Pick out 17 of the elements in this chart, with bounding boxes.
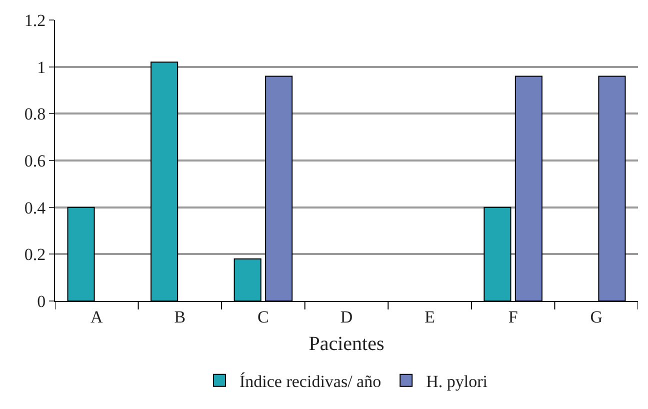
x-tick-label: F (508, 307, 518, 326)
x-axis-title: Pacientes (308, 332, 384, 355)
y-tick-label: 0.8 (24, 104, 46, 124)
y-tick-label: 0.4 (24, 198, 46, 218)
y-tick-label: 1.2 (24, 10, 46, 30)
y-tick-label: 1 (37, 58, 46, 77)
y-tick-label: 0 (37, 292, 46, 311)
x-tick-label: D (340, 307, 353, 326)
x-tick-label: A (90, 307, 104, 326)
x-tick-label: G (590, 307, 602, 326)
x-tick-label: E (424, 307, 435, 326)
y-tick-label: 0.6 (24, 151, 46, 170)
x-tick-label: C (258, 307, 269, 326)
y-tick-label: 0.2 (24, 245, 46, 264)
legend-label: Índice recidivas/ año (240, 372, 382, 391)
legend-label: H. pylori (426, 372, 488, 391)
x-tick-label: B (174, 307, 186, 326)
